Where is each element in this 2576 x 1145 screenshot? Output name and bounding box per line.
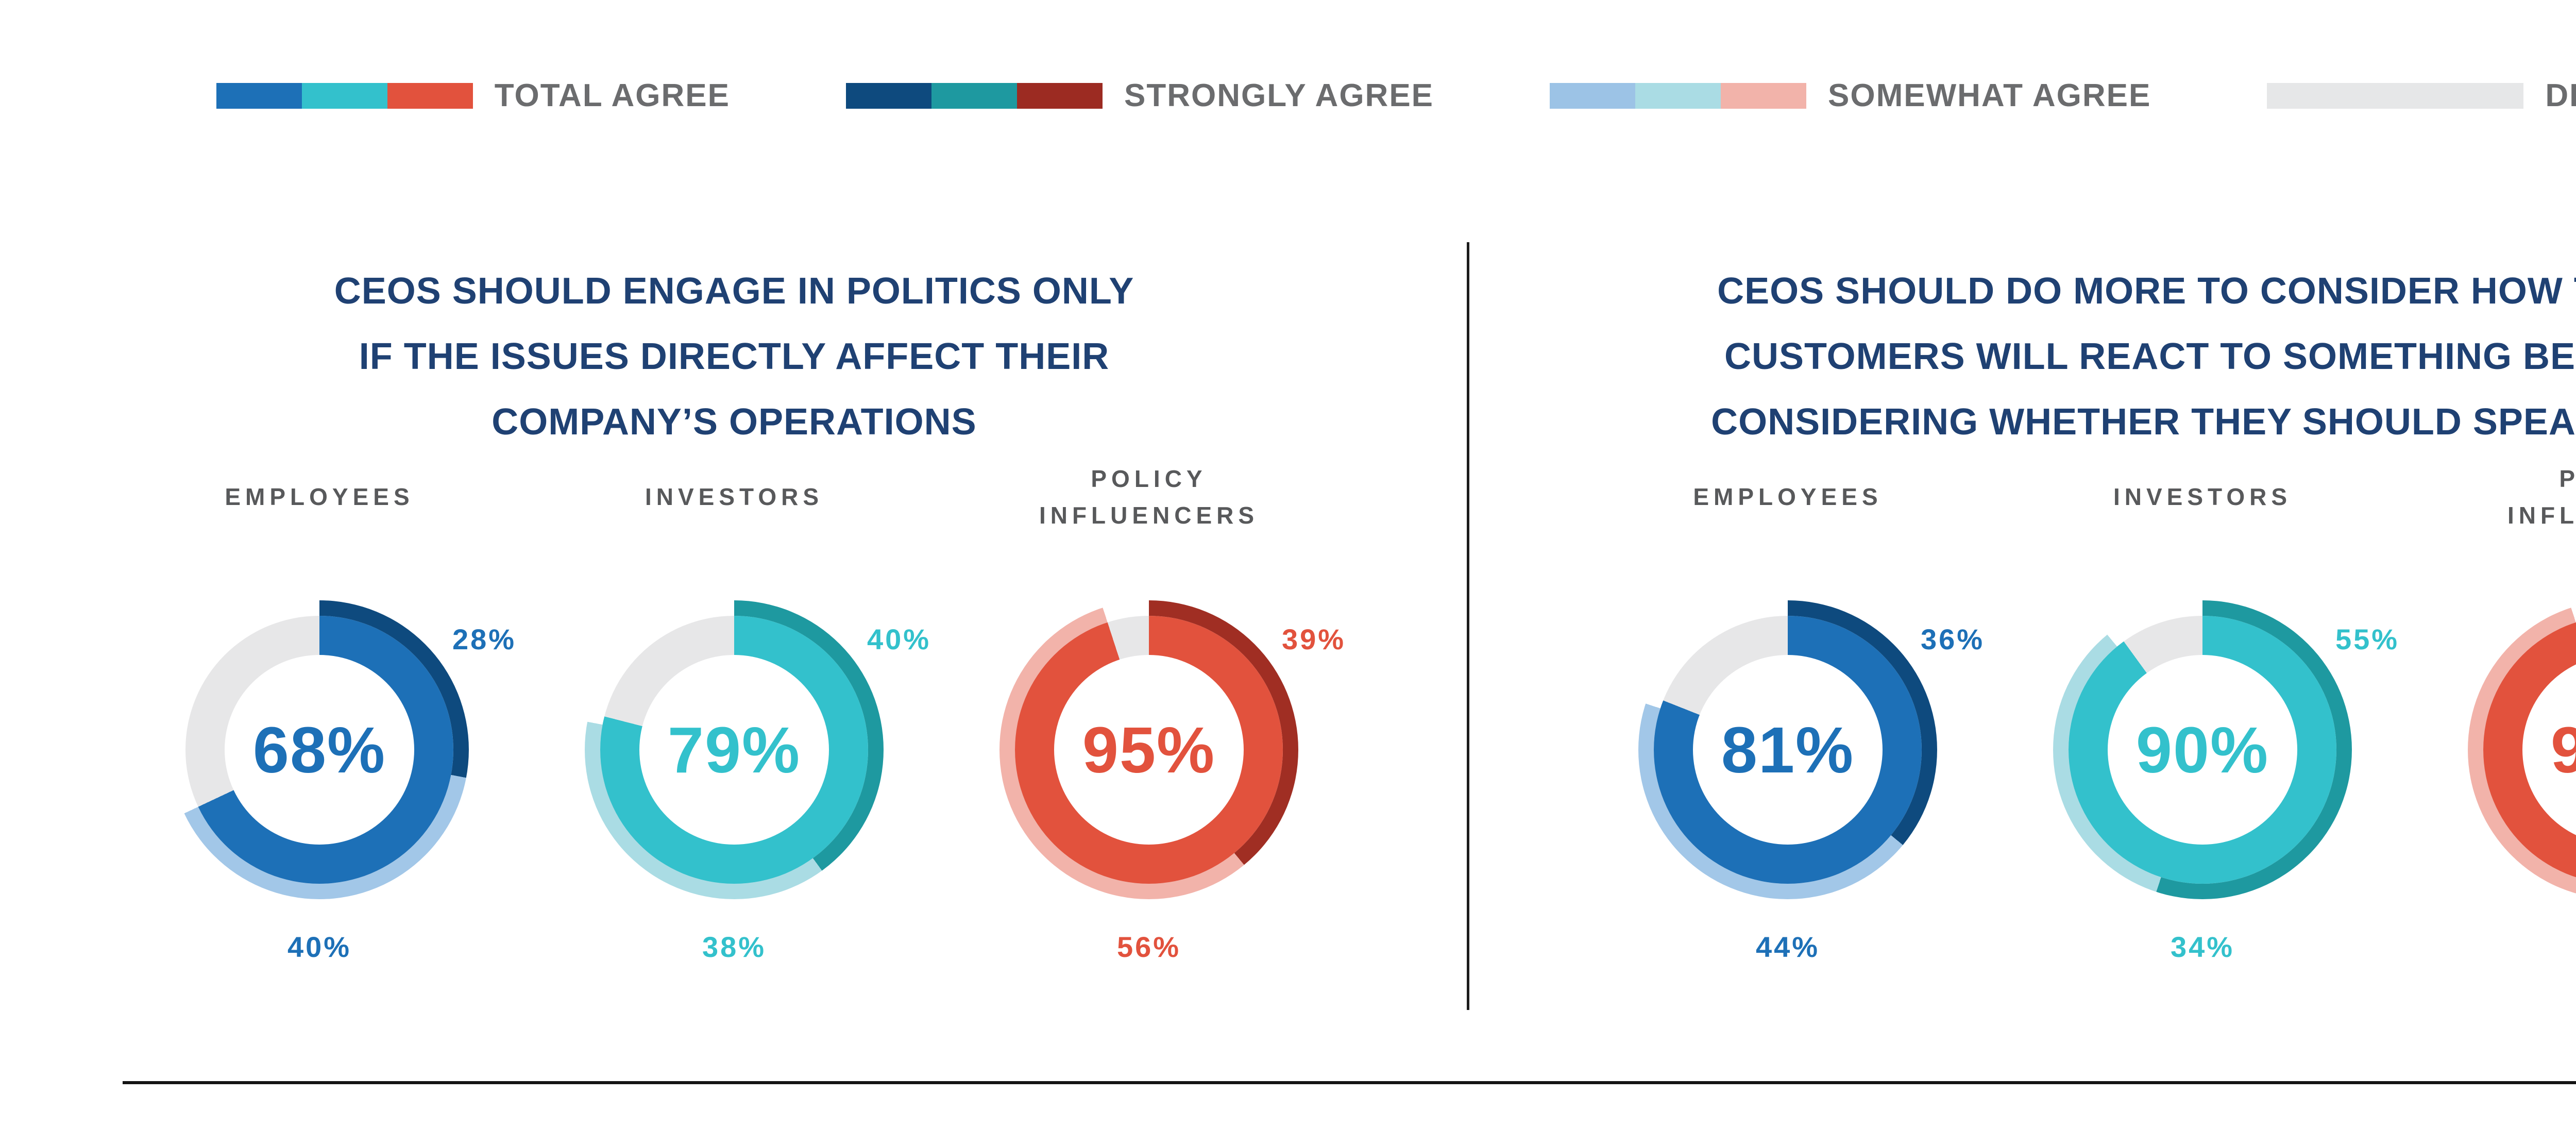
legend-swatches [2267,82,2524,109]
legend-label: STRONGLY AGREE [1124,78,1434,113]
legend-swatch-total-agree [387,82,473,109]
total-agree-value: 95% [2550,713,2576,786]
charts-row: EMPLOYEES 81% 36% 44% INVESTORS 90% 55% … [1468,443,2576,997]
bottom-rule [123,1081,2576,1084]
somewhat-agree-value: 34% [2170,931,2235,963]
legend-swatch-somewhat-agree [1550,82,1636,109]
donut-hole: 81% [1693,655,1883,845]
total-agree-value: 90% [2136,713,2269,786]
vertical-divider [1467,242,1469,1010]
total-agree-value: 95% [1082,713,1216,786]
legend-swatch-disagree [2267,82,2524,109]
strongly-agree-value: 40% [867,623,931,655]
panel-title: CEOS SHOULD ENGAGE IN POLITICS ONLY IF T… [334,271,1134,443]
legend-label: SOMEWHAT AGREE [1828,78,2151,113]
legend-item: SOMEWHAT AGREE [1550,77,2151,114]
donut-hole: 68% [225,655,414,845]
legend-swatches [845,82,1103,109]
total-agree-value: 81% [1721,713,1855,786]
legend-swatch-total-agree [301,82,387,109]
somewhat-agree-value: 38% [702,931,767,963]
donut-chart-block: EMPLOYEES 81% 36% 44% [1607,443,1982,997]
donut-chart-block: INVESTORS 79% 40% 38% [554,443,929,997]
donut-chart-block: EMPLOYEES 68% 28% 40% [139,443,514,997]
strongly-agree-value: 28% [452,623,517,655]
strongly-agree-value: 55% [2335,623,2400,655]
audience-label: POLICY INFLUENCERS [1039,465,1259,529]
audience-label: INVESTORS [2113,483,2292,511]
panel-politics-engagement: CEOS SHOULD ENGAGE IN POLITICS ONLY IF T… [0,227,1468,1041]
panel-title: CEOS SHOULD DO MORE TO CONSIDER HOW THEI… [1711,271,2576,443]
audience-label: EMPLOYEES [225,483,414,511]
somewhat-agree-value: 44% [1755,931,1820,963]
legend-swatch-somewhat-agree [1635,82,1721,109]
donut-chart-block: POLICY INFLUENCERS 95% 39% 56% [969,443,1344,997]
somewhat-agree-value: 56% [1116,931,1181,963]
total-agree-value: 79% [667,713,801,786]
donut-chart: 68% [170,600,469,899]
legend-swatch-strongly-agree [845,82,931,109]
donut-chart-block: INVESTORS 90% 55% 34% [2022,443,2397,997]
donut-hole: 90% [2108,655,2297,845]
donut-hole: 79% [639,655,829,845]
legend-label: DISAGREE [2545,78,2576,113]
strongly-agree-value: 36% [1921,623,1985,655]
legend-swatch-strongly-agree [1016,82,1103,109]
somewhat-agree-value: 40% [287,931,352,963]
donut-chart: 95% [999,600,1298,899]
audience-label: INVESTORS [645,483,823,511]
donut-chart: 90% [2053,600,2352,899]
charts-row: EMPLOYEES 68% 28% 40% INVESTORS 79% 40% … [0,443,1468,997]
audience-label: POLICY INFLUENCERS [2507,465,2576,529]
somewhat-agree-value: 49% [2437,930,2576,964]
donut-hole: 95% [1054,655,1244,845]
legend: TOTAL AGREE STRONGLY AGREE SOMEWHAT AGRE… [0,77,2576,114]
legend-label: TOTAL AGREE [494,78,730,113]
legend-item: DISAGREE [2267,77,2576,114]
total-agree-value: 68% [252,713,386,786]
strongly-agree-value: 39% [1282,623,1346,655]
legend-swatch-somewhat-agree [1721,82,1807,109]
legend-item: STRONGLY AGREE [845,77,1434,114]
donut-chart: 95% [2468,600,2576,899]
legend-swatches [1550,82,1807,109]
legend-swatch-total-agree [216,82,302,109]
panel-customer-reaction: CEOS SHOULD DO MORE TO CONSIDER HOW THEI… [1468,227,2576,1041]
donut-chart: 79% [585,600,884,899]
legend-item: TOTAL AGREE [216,77,730,114]
donut-chart-block: POLICY INFLUENCERS 95% 46% 49% [2437,443,2576,997]
donut-chart: 81% [1638,600,1937,899]
audience-label: EMPLOYEES [1693,483,1883,511]
legend-swatch-strongly-agree [931,82,1017,109]
legend-swatches [216,82,473,109]
